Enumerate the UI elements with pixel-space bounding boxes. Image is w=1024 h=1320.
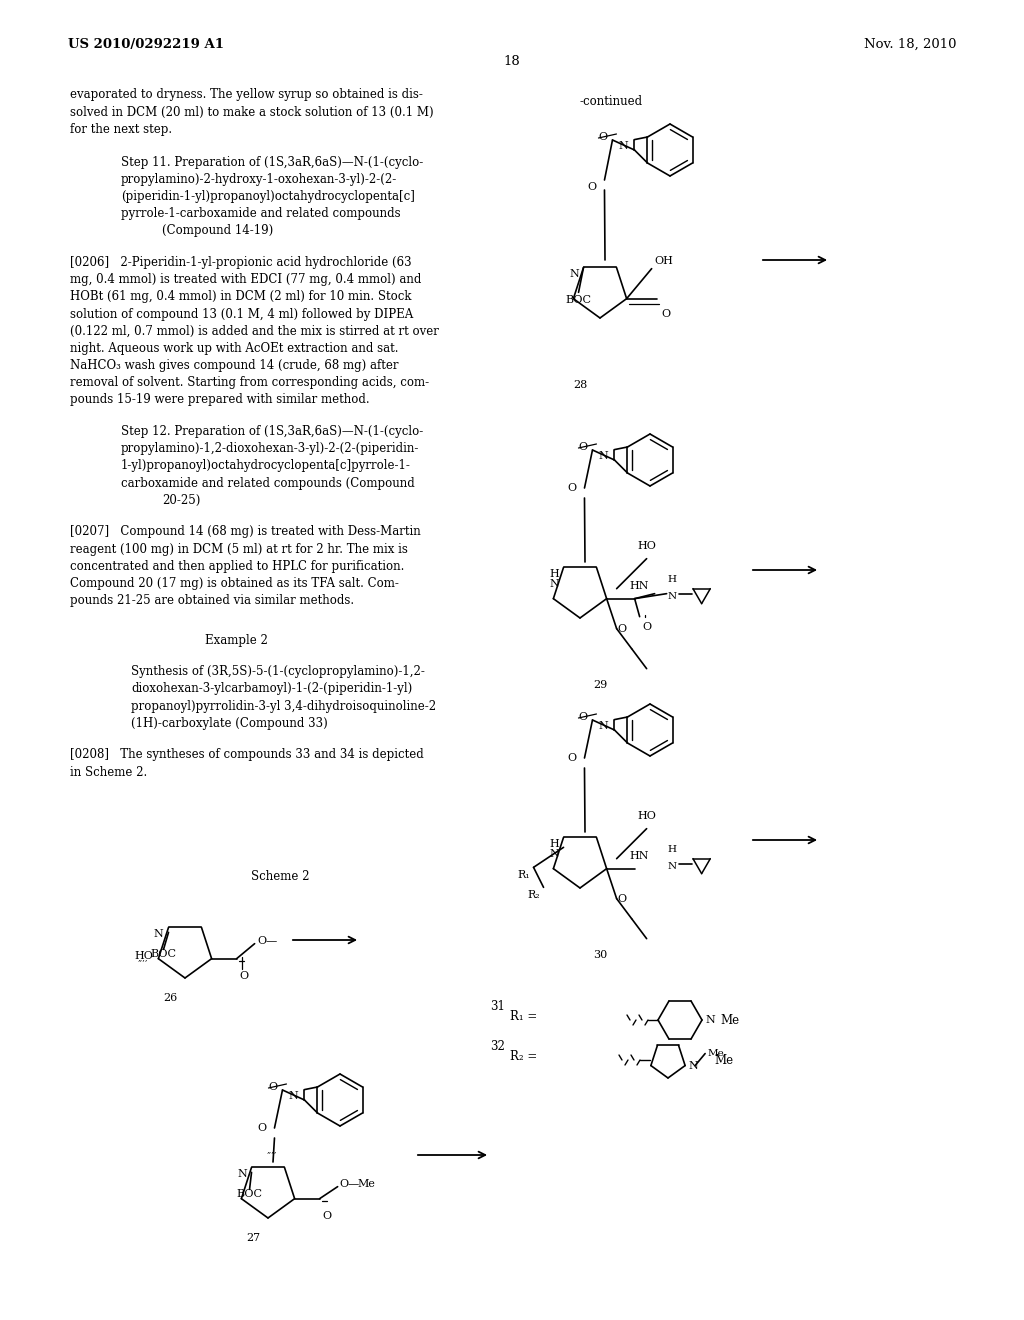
Text: O: O: [598, 132, 607, 143]
Text: O: O: [617, 623, 627, 634]
Text: mg, 0.4 mmol) is treated with EDCI (77 mg, 0.4 mmol) and: mg, 0.4 mmol) is treated with EDCI (77 m…: [70, 273, 421, 286]
Text: R₂: R₂: [527, 891, 540, 900]
Text: concentrated and then applied to HPLC for purification.: concentrated and then applied to HPLC fo…: [70, 560, 404, 573]
Text: propanoyl)pyrrolidin-3-yl 3,4-dihydroisoquinoline-2: propanoyl)pyrrolidin-3-yl 3,4-dihydroiso…: [131, 700, 436, 713]
Text: Scheme 2: Scheme 2: [251, 870, 309, 883]
Text: N: N: [599, 721, 608, 731]
Text: BOC: BOC: [237, 1189, 262, 1200]
Text: 20-25): 20-25): [162, 494, 200, 507]
Text: 18: 18: [504, 55, 520, 69]
Text: N: N: [599, 451, 608, 461]
Text: Nov. 18, 2010: Nov. 18, 2010: [863, 38, 956, 51]
Text: carboxamide and related compounds (Compound: carboxamide and related compounds (Compo…: [121, 477, 415, 490]
Text: reagent (100 mg) in DCM (5 ml) at rt for 2 hr. The mix is: reagent (100 mg) in DCM (5 ml) at rt for…: [70, 543, 408, 556]
Text: N: N: [550, 579, 559, 589]
Text: [0206]   2-Piperidin-1-yl-propionic acid hydrochloride (63: [0206] 2-Piperidin-1-yl-propionic acid h…: [70, 256, 412, 269]
Text: N: N: [667, 862, 676, 871]
Text: HO: HO: [637, 541, 656, 550]
Text: Example 2: Example 2: [205, 634, 267, 647]
Text: R₁ =: R₁ =: [510, 1010, 538, 1023]
Text: OH: OH: [654, 256, 674, 265]
Text: in Scheme 2.: in Scheme 2.: [70, 766, 146, 779]
Text: Synthesis of (3R,5S)-5-(1-(cyclopropylamino)-1,2-: Synthesis of (3R,5S)-5-(1-(cyclopropylam…: [131, 665, 425, 678]
Text: (0.122 ml, 0.7 mmol) is added and the mix is stirred at rt over: (0.122 ml, 0.7 mmol) is added and the mi…: [70, 325, 438, 338]
Text: H: H: [550, 840, 559, 849]
Text: N: N: [550, 849, 559, 859]
Text: N: N: [238, 1170, 248, 1179]
Text: 31: 31: [490, 1001, 505, 1012]
Text: O: O: [588, 182, 597, 191]
Text: HOBt (61 mg, 0.4 mmol) in DCM (2 ml) for 10 min. Stock: HOBt (61 mg, 0.4 mmol) in DCM (2 ml) for…: [70, 290, 411, 304]
Text: [0207]   Compound 14 (68 mg) is treated with Dess-Martin: [0207] Compound 14 (68 mg) is treated wi…: [70, 525, 421, 539]
Text: Me: Me: [357, 1179, 376, 1188]
Text: for the next step.: for the next step.: [70, 123, 172, 136]
Text: [0208]   The syntheses of compounds 33 and 34 is depicted: [0208] The syntheses of compounds 33 and…: [70, 748, 423, 762]
Text: O: O: [268, 1082, 278, 1092]
Text: removal of solvent. Starting from corresponding acids, com-: removal of solvent. Starting from corres…: [70, 376, 429, 389]
Text: Me: Me: [720, 1014, 739, 1027]
Text: O: O: [578, 442, 587, 451]
Text: N: N: [154, 929, 164, 940]
Text: N: N: [289, 1092, 298, 1101]
Text: O: O: [567, 752, 577, 763]
Text: (piperidin-1-yl)propanoyl)octahydrocyclopenta[c]: (piperidin-1-yl)propanoyl)octahydrocyclo…: [121, 190, 415, 203]
Text: HO: HO: [637, 810, 656, 821]
Text: (Compound 14-19): (Compound 14-19): [162, 224, 273, 238]
Text: R₁: R₁: [517, 870, 529, 880]
Text: 28: 28: [572, 380, 587, 389]
Text: NaHCO₃ wash gives compound 14 (crude, 68 mg) after: NaHCO₃ wash gives compound 14 (crude, 68…: [70, 359, 398, 372]
Text: O—: O—: [258, 936, 278, 945]
Text: solution of compound 13 (0.1 M, 4 ml) followed by DIPEA: solution of compound 13 (0.1 M, 4 ml) fo…: [70, 308, 413, 321]
Text: propylamino)-1,2-dioxohexan-3-yl)-2-(2-(piperidin-: propylamino)-1,2-dioxohexan-3-yl)-2-(2-(…: [121, 442, 419, 455]
Text: H: H: [550, 569, 559, 579]
Text: (1H)-carboxylate (Compound 33): (1H)-carboxylate (Compound 33): [131, 717, 328, 730]
Text: 26: 26: [163, 993, 177, 1003]
Text: O: O: [643, 622, 651, 632]
Text: pyrrole-1-carboxamide and related compounds: pyrrole-1-carboxamide and related compou…: [121, 207, 400, 220]
Text: O: O: [662, 309, 671, 318]
Text: Me: Me: [714, 1053, 733, 1067]
Text: dioxohexan-3-ylcarbamoyl)-1-(2-(piperidin-1-yl): dioxohexan-3-ylcarbamoyl)-1-(2-(piperidi…: [131, 682, 413, 696]
Text: ,,,,: ,,,,: [266, 1146, 276, 1154]
Text: R₂ =: R₂ =: [510, 1049, 538, 1063]
Text: O: O: [240, 970, 249, 981]
Text: N: N: [569, 269, 580, 280]
Text: -continued: -continued: [580, 95, 643, 108]
Text: O: O: [617, 894, 627, 904]
Text: 1-yl)propanoyl)octahydrocyclopenta[c]pyrrole-1-: 1-yl)propanoyl)octahydrocyclopenta[c]pyr…: [121, 459, 411, 473]
Text: N: N: [688, 1060, 698, 1071]
Text: H: H: [667, 845, 676, 854]
Text: solved in DCM (20 ml) to make a stock solution of 13 (0.1 M): solved in DCM (20 ml) to make a stock so…: [70, 106, 433, 119]
Text: O: O: [567, 483, 577, 492]
Text: Me: Me: [708, 1049, 724, 1059]
Text: 32: 32: [490, 1040, 505, 1053]
Text: pounds 21-25 are obtained via similar methods.: pounds 21-25 are obtained via similar me…: [70, 594, 353, 607]
Text: H: H: [667, 574, 676, 583]
Text: US 2010/0292219 A1: US 2010/0292219 A1: [68, 38, 224, 51]
Text: N: N: [618, 141, 629, 150]
Text: 29: 29: [593, 680, 607, 690]
Text: N: N: [705, 1015, 715, 1026]
Text: Step 12. Preparation of (1S,3aR,6aS)—N-(1-(cyclo-: Step 12. Preparation of (1S,3aR,6aS)—N-(…: [121, 425, 423, 438]
Text: O: O: [578, 711, 587, 722]
Text: HO: HO: [134, 950, 154, 961]
Text: pounds 15-19 were prepared with similar method.: pounds 15-19 were prepared with similar …: [70, 393, 370, 407]
Text: propylamino)-2-hydroxy-1-oxohexan-3-yl)-2-(2-: propylamino)-2-hydroxy-1-oxohexan-3-yl)-…: [121, 173, 397, 186]
Text: HN: HN: [630, 850, 649, 861]
Text: O: O: [323, 1210, 332, 1221]
Text: night. Aqueous work up with AcOEt extraction and sat.: night. Aqueous work up with AcOEt extrac…: [70, 342, 398, 355]
Text: Step 11. Preparation of (1S,3aR,6aS)—N-(1-(cyclo-: Step 11. Preparation of (1S,3aR,6aS)—N-(…: [121, 156, 423, 169]
Text: ,,,,: ,,,,: [138, 954, 148, 962]
Text: O—: O—: [340, 1179, 359, 1188]
Text: HN: HN: [630, 581, 649, 590]
Text: Compound 20 (17 mg) is obtained as its TFA salt. Com-: Compound 20 (17 mg) is obtained as its T…: [70, 577, 398, 590]
Text: O: O: [257, 1123, 266, 1133]
Text: 30: 30: [593, 950, 607, 960]
Text: BOC: BOC: [151, 949, 176, 960]
Text: N: N: [667, 591, 676, 601]
Text: 27: 27: [246, 1233, 260, 1243]
Text: BOC: BOC: [565, 296, 592, 305]
Text: evaporated to dryness. The yellow syrup so obtained is dis-: evaporated to dryness. The yellow syrup …: [70, 88, 423, 102]
